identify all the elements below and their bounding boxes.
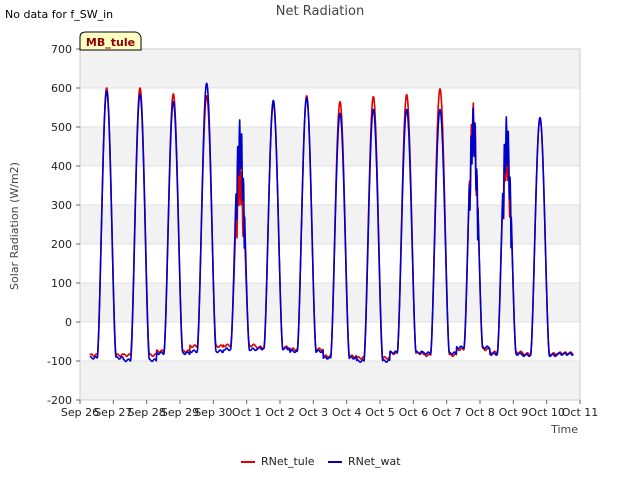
x-tick-label: Oct 5 — [365, 406, 395, 419]
x-axis-label: Time — [550, 423, 578, 436]
y-tick-label: 500 — [51, 121, 72, 134]
y-tick-label: 400 — [51, 160, 72, 173]
y-tick-label: 0 — [65, 316, 72, 329]
plot-band — [80, 49, 580, 88]
y-tick-label: 700 — [51, 43, 72, 56]
y-tick-label: 200 — [51, 238, 72, 251]
plot-band — [80, 127, 580, 166]
annotation-box-shape — [79, 31, 142, 51]
x-tick-label: Oct 11 — [562, 406, 599, 419]
y-tick-label: -200 — [47, 394, 72, 407]
x-tick-label: Oct 10 — [528, 406, 565, 419]
x-tick-label: Oct 2 — [265, 406, 295, 419]
legend-label-rnet-wat: RNet_wat — [348, 455, 401, 468]
x-tick-label: Oct 8 — [465, 406, 495, 419]
y-tick-label: 100 — [51, 277, 72, 290]
x-tick-label: Sep 30 — [194, 406, 232, 419]
x-tick-label: Oct 3 — [299, 406, 329, 419]
plot-bands — [80, 49, 580, 400]
x-tick-label: Sep 26 — [61, 406, 99, 419]
y-tick-label: -100 — [47, 355, 72, 368]
series-line-rnet-wat — [89, 82, 574, 363]
x-tick-label: Sep 27 — [94, 406, 132, 419]
x-tick-label: Oct 6 — [399, 406, 429, 419]
plot-band — [80, 205, 580, 244]
series-layer — [89, 82, 574, 363]
chart-title: Net Radiation — [276, 4, 364, 19]
legend: RNet_tule RNet_wat — [241, 455, 401, 468]
plot-frame — [79, 48, 581, 401]
x-tick-label: Oct 7 — [432, 406, 462, 419]
x-tick-label: Oct 9 — [499, 406, 529, 419]
plot-band — [80, 361, 580, 400]
x-tick-label: Oct 1 — [232, 406, 262, 419]
no-data-note: No data for f_SW_in — [5, 8, 113, 21]
x-tick-label: Oct 4 — [332, 406, 362, 419]
plot-band — [80, 283, 580, 322]
x-tick-label: Sep 28 — [128, 406, 166, 419]
y-axis-label: Solar Radiation (W/m2) — [8, 162, 21, 290]
legend-label-rnet-tule: RNet_tule — [261, 455, 315, 468]
y-tick-label: 300 — [51, 199, 72, 212]
y-tick-label: 600 — [51, 82, 72, 95]
annotation-label: MB_tule — [86, 36, 135, 49]
annotation-box: MB_tule — [79, 31, 142, 51]
x-tick-label: Sep 29 — [161, 406, 199, 419]
y-axis-ticks: -200 -100 0 100 200 300 400 500 600 700 — [47, 43, 80, 407]
